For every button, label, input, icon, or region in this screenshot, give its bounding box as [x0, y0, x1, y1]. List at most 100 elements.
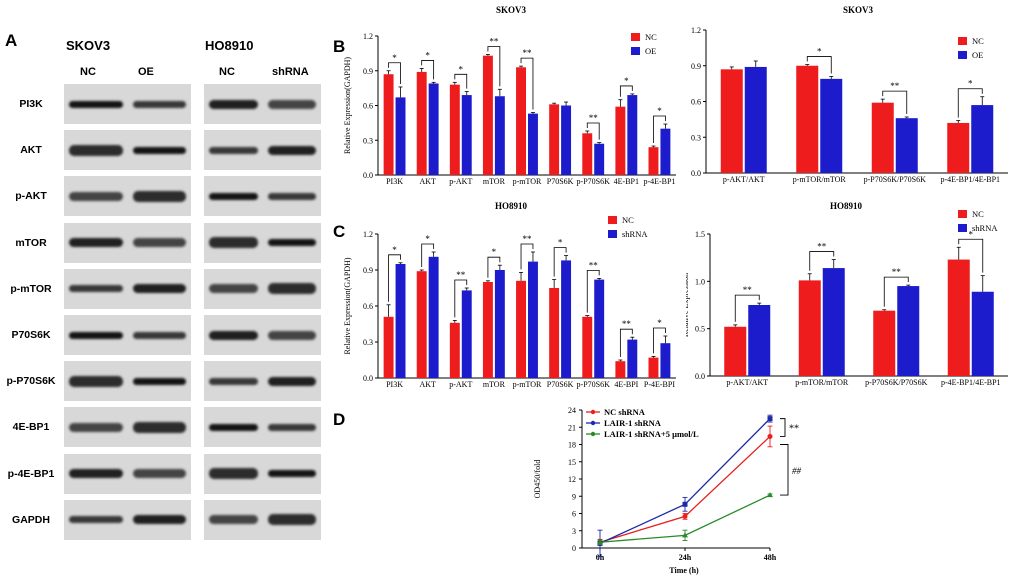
bar-nc: [615, 361, 626, 378]
bar-nc: [549, 288, 560, 378]
legend-label: NC: [622, 215, 634, 225]
bar-oe: [528, 113, 538, 175]
bar-nc: [582, 133, 593, 175]
chart-c-left: HO8910 0.0 0.3 0.6 0.9 1.2 Relative Expression…: [343, 201, 676, 389]
bar-nc: [720, 69, 743, 173]
x-tick-label: PI3K: [386, 177, 403, 186]
wb-band: [69, 144, 123, 156]
bar-nc: [615, 106, 626, 175]
significance-bracket: [553, 247, 567, 277]
y-tick-label: 0.6: [363, 102, 373, 111]
wb-blot-strip: [64, 84, 191, 124]
y-tick-label: 12: [568, 475, 576, 484]
bar-shrna: [528, 261, 538, 378]
significance-mark: *: [817, 47, 822, 57]
y-tick-label: 6: [572, 510, 576, 519]
significance-bracket: [734, 294, 760, 322]
significance-mark: *: [392, 53, 397, 63]
wb-protein-label: p-AKT: [15, 190, 47, 203]
bar-oe: [561, 105, 572, 175]
data-point: [682, 532, 688, 538]
legend-marker: [590, 420, 596, 426]
line-series: [599, 435, 771, 543]
chart-title: SKOV3: [843, 5, 874, 15]
wb-band: [69, 191, 123, 201]
wb-lane-ho8910-nc: NC: [219, 66, 235, 78]
panel-letter-d: D: [333, 410, 346, 429]
significance-mark: *: [459, 64, 464, 74]
wb-band: [209, 515, 258, 525]
wb-cell-line-skov3: SKOV3: [66, 38, 111, 53]
significance-bracket: [454, 73, 468, 89]
bar-nc: [482, 282, 493, 378]
data-point: [682, 513, 688, 519]
x-tick-label: 24h: [679, 553, 692, 562]
wb-band: [132, 238, 186, 248]
legend-label: LAIR-1 shRNA+5 μmol/L: [604, 429, 699, 439]
significance-mark: *: [624, 76, 629, 86]
wb-band: [132, 284, 186, 294]
wb-blot-strip: [64, 315, 191, 355]
panel-letter-c: C: [333, 222, 346, 241]
wb-band: [209, 284, 258, 294]
bar-shrna: [822, 268, 845, 376]
wb-band: [132, 100, 186, 108]
bar-nc: [549, 104, 560, 175]
bar-nc: [416, 271, 427, 378]
legend-label: OE: [972, 50, 983, 60]
wb-band: [267, 376, 316, 386]
wb-blot-strip: [64, 130, 191, 171]
bar-oe: [744, 66, 767, 173]
bar-shrna: [395, 264, 406, 378]
bar-nc: [516, 67, 526, 175]
data-point: [767, 416, 773, 422]
bar-nc: [947, 259, 970, 376]
x-tick-label: p-4E-BP1: [643, 177, 675, 186]
legend-marker: [590, 431, 596, 437]
x-tick-label: p-P70S6K: [577, 177, 611, 186]
significance-bracket: [780, 418, 786, 437]
y-tick-label: 0.3: [691, 133, 701, 142]
wb-band: [132, 146, 186, 154]
significance-mark: **: [892, 267, 902, 277]
significance-mark: *: [969, 229, 974, 239]
significance-bracket: [388, 254, 401, 302]
legend-swatch-nc: [958, 210, 967, 218]
bar-nc: [873, 310, 896, 376]
wb-band: [69, 516, 123, 524]
significance-bracket: [883, 276, 909, 307]
significance-mark: **: [743, 285, 753, 295]
significance-mark: *: [492, 247, 497, 257]
bar-shrna: [897, 286, 920, 376]
wb-band: [69, 331, 123, 339]
wb-band: [209, 423, 258, 431]
wb-band: [132, 515, 186, 525]
wb-band: [132, 190, 186, 202]
bar-shrna: [748, 305, 771, 376]
x-tick-label: p-P70S6K/P70S6K: [864, 175, 926, 184]
x-tick-label: p-AKT: [449, 380, 472, 389]
legend-label: shRNA: [972, 223, 998, 233]
wb-protein-label: p-4E-BP1: [7, 467, 55, 480]
wb-blot-strip: [204, 130, 321, 171]
y-tick-label: 0.0: [363, 171, 373, 180]
wb-protein-label: GAPDH: [12, 513, 50, 526]
significance-mark: *: [392, 245, 397, 255]
wb-lane-skov3-oe: OE: [138, 66, 154, 78]
significance-bracket: [653, 327, 666, 354]
y-tick-label: 1.5: [695, 230, 705, 239]
significance-bracket: [619, 328, 633, 357]
bar-oe: [395, 97, 406, 175]
y-axis-label: Relative Expression: [686, 273, 690, 337]
significance-bracket: [520, 57, 534, 110]
wb-blot-strip: [204, 453, 321, 494]
wb-blot-strip: [64, 222, 191, 263]
panel-letter-a: A: [5, 31, 18, 50]
x-tick-label: PI3K: [386, 380, 403, 389]
significance-mark: **: [489, 37, 499, 47]
chart-title: SKOV3: [496, 5, 527, 15]
significance-mark: **: [523, 234, 533, 244]
bar-shrna: [428, 256, 439, 378]
significance-bracket: [421, 243, 435, 267]
y-tick-label: 1.2: [691, 26, 701, 35]
